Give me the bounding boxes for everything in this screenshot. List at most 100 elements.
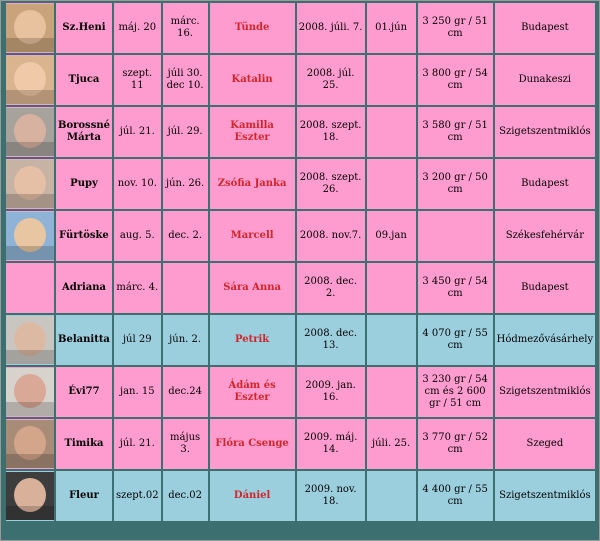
weight-length-cell: 4 070 gr / 55 cm bbox=[417, 315, 493, 365]
nickname-cell: Timika bbox=[56, 419, 112, 469]
table-row: Évi77 jan. 15 dec.24 Ádám és Eszter 2009. ja… bbox=[6, 367, 596, 417]
city-cell: Budapest bbox=[494, 3, 596, 53]
nickname-cell: Tjuca bbox=[56, 55, 112, 105]
table-row: Adriana márc. 4. Sára Anna 2008. dec. 2. 3 4… bbox=[6, 263, 596, 313]
nickname-cell: Fürtöske bbox=[56, 211, 112, 261]
date2-cell: júli 30. dec 10. bbox=[162, 55, 208, 105]
weight-length-cell: 3 450 gr / 54 cm bbox=[417, 263, 493, 313]
city-cell: Szigetszentmiklós bbox=[494, 107, 596, 157]
date1-cell: máj. 20 bbox=[113, 3, 161, 53]
birth-date-cell: 2008. szept. 18. bbox=[296, 107, 365, 157]
photo-shadow bbox=[6, 38, 54, 52]
table-row: Sz.Heni máj. 20 márc. 16. Tünde 2008. júli. … bbox=[6, 3, 596, 53]
photo-shadow bbox=[6, 142, 54, 156]
date1-cell: júl. 21. bbox=[113, 107, 161, 157]
birth-date-cell: 2008. szept. 26. bbox=[296, 159, 365, 209]
birth-date-cell: 2009. nov. 18. bbox=[296, 471, 365, 521]
photo-shadow bbox=[6, 402, 54, 416]
baby-photo-icon bbox=[6, 56, 54, 104]
baby-name-cell: Petrik bbox=[209, 315, 295, 365]
date1-cell: aug. 5. bbox=[113, 211, 161, 261]
nickname-cell: Fleur bbox=[56, 471, 112, 521]
face-shape bbox=[14, 10, 46, 44]
date2-cell: márc. 16. bbox=[162, 3, 208, 53]
date2-cell: jún. 26. bbox=[162, 159, 208, 209]
face-shape bbox=[14, 166, 46, 200]
table-body: Sz.Heni máj. 20 márc. 16. Tünde 2008. júli. … bbox=[6, 3, 596, 521]
table-row: Belanitta júl 29 jún. 2. Petrik 2008. dec. 1… bbox=[6, 315, 596, 365]
extra-date-cell bbox=[366, 367, 416, 417]
extra-date-cell bbox=[366, 55, 416, 105]
extra-date-cell bbox=[366, 263, 416, 313]
baby-name-cell: Marcell bbox=[209, 211, 295, 261]
city-cell: Budapest bbox=[494, 159, 596, 209]
date2-cell: jún. 2. bbox=[162, 315, 208, 365]
birth-date-cell: 2009. jan. 16. bbox=[296, 367, 365, 417]
nickname-cell: Belanitta bbox=[56, 315, 112, 365]
birth-date-cell: 2008. nov.7. bbox=[296, 211, 365, 261]
photo-cell bbox=[6, 263, 54, 313]
birth-date-cell: 2008. júl. 25. bbox=[296, 55, 365, 105]
face-shape bbox=[14, 322, 46, 356]
photo-shadow bbox=[6, 90, 54, 104]
date1-cell: júl. 21. bbox=[113, 419, 161, 469]
photo-cell bbox=[6, 419, 54, 469]
weight-length-cell bbox=[417, 211, 493, 261]
baby-photo-icon bbox=[6, 108, 54, 156]
face-shape bbox=[14, 426, 46, 460]
weight-length-cell: 3 800 gr / 54 cm bbox=[417, 55, 493, 105]
baby-name-cell: Tünde bbox=[209, 3, 295, 53]
extra-date-cell bbox=[366, 315, 416, 365]
nickname-cell: Sz.Heni bbox=[56, 3, 112, 53]
baby-photo-icon bbox=[6, 316, 54, 364]
city-cell: Szigetszentmiklós bbox=[494, 367, 596, 417]
date2-cell bbox=[162, 263, 208, 313]
photo-shadow bbox=[6, 506, 54, 520]
birth-date-cell: 2008. dec. 2. bbox=[296, 263, 365, 313]
photo-shadow bbox=[6, 350, 54, 364]
photo-cell bbox=[6, 55, 54, 105]
weight-length-cell: 4 400 gr / 55 cm bbox=[417, 471, 493, 521]
photo-cell bbox=[6, 211, 54, 261]
weight-length-cell: 3 230 gr / 54 cm és 2 600 gr / 51 cm bbox=[417, 367, 493, 417]
baby-name-cell: Sára Anna bbox=[209, 263, 295, 313]
baby-name-cell: Dániel bbox=[209, 471, 295, 521]
table-row: Pupy nov. 10. jún. 26. Zsófia Janka 2008. sz… bbox=[6, 159, 596, 209]
baby-name-cell: Flóra Csenge bbox=[209, 419, 295, 469]
extra-date-cell bbox=[366, 471, 416, 521]
date1-cell: márc. 4. bbox=[113, 263, 161, 313]
date1-cell: szept.02 bbox=[113, 471, 161, 521]
face-shape bbox=[14, 62, 46, 96]
date2-cell: dec.02 bbox=[162, 471, 208, 521]
date2-cell: dec.24 bbox=[162, 367, 208, 417]
photo-cell bbox=[6, 471, 54, 521]
date2-cell: júl. 29. bbox=[162, 107, 208, 157]
photo-shadow bbox=[6, 246, 54, 260]
photo-cell bbox=[6, 315, 54, 365]
baby-photo-icon bbox=[6, 160, 54, 208]
baby-photo-icon bbox=[6, 472, 54, 520]
baby-photo-icon bbox=[6, 4, 54, 52]
baby-name-cell: Zsófia Janka bbox=[209, 159, 295, 209]
nickname-cell: Pupy bbox=[56, 159, 112, 209]
extra-date-cell: 01.jún bbox=[366, 3, 416, 53]
extra-date-cell bbox=[366, 107, 416, 157]
twins-photo-icon bbox=[6, 368, 54, 416]
photo-shadow bbox=[6, 194, 54, 208]
nickname-cell: Évi77 bbox=[56, 367, 112, 417]
date2-cell: dec. 2. bbox=[162, 211, 208, 261]
face-shape bbox=[14, 114, 46, 148]
face-shape bbox=[14, 478, 46, 512]
table-row: Fleur szept.02 dec.02 Dániel 2009. nov. 18. 4… bbox=[6, 471, 596, 521]
table-row: Timika júl. 21. május 3. Flóra Csenge 2009. … bbox=[6, 419, 596, 469]
babies-table: Sz.Heni máj. 20 márc. 16. Tünde 2008. júli. … bbox=[4, 1, 597, 523]
nickname-cell: Borossné Márta bbox=[56, 107, 112, 157]
city-cell: Budapest bbox=[494, 263, 596, 313]
baby-photo-icon bbox=[6, 212, 54, 260]
weight-length-cell: 3 200 gr / 50 cm bbox=[417, 159, 493, 209]
extra-date-cell bbox=[366, 159, 416, 209]
nickname-cell: Adriana bbox=[56, 263, 112, 313]
city-cell: Székesfehérvár bbox=[494, 211, 596, 261]
photo-shadow bbox=[6, 454, 54, 468]
